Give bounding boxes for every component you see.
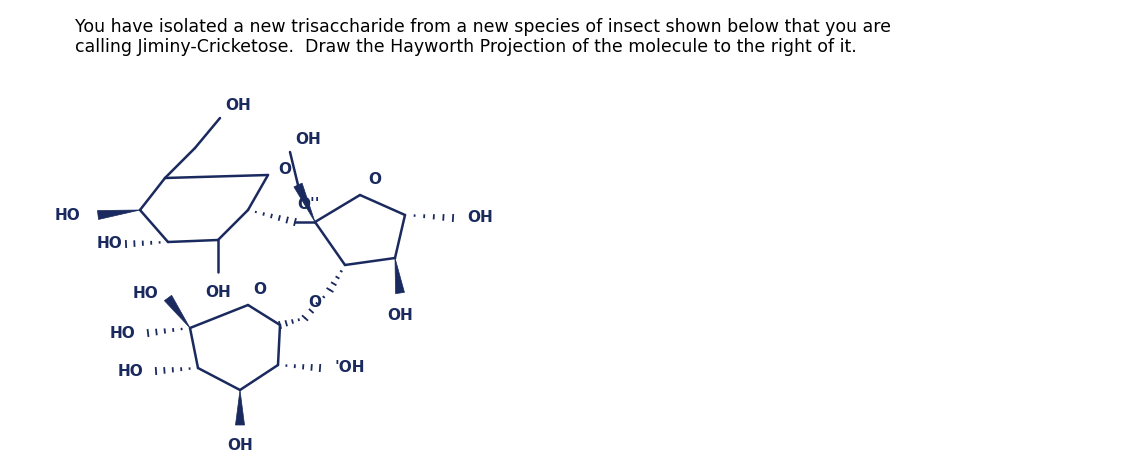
- Text: HO: HO: [96, 236, 122, 252]
- Polygon shape: [294, 183, 315, 222]
- Text: OH: OH: [467, 211, 493, 226]
- Text: OH: OH: [227, 438, 253, 453]
- Text: O: O: [278, 163, 291, 177]
- Text: OH: OH: [295, 132, 321, 147]
- Polygon shape: [395, 258, 405, 294]
- Polygon shape: [165, 295, 190, 328]
- Text: O: O: [307, 295, 321, 310]
- Text: HO: HO: [133, 285, 158, 300]
- Text: OH: OH: [225, 98, 250, 113]
- Text: calling Jiminy-Cricketose.  Draw the Hayworth Projection of the molecule to the : calling Jiminy-Cricketose. Draw the Hayw…: [75, 38, 857, 56]
- Polygon shape: [235, 390, 245, 425]
- Polygon shape: [97, 210, 139, 219]
- Text: You have isolated a new trisaccharide from a new species of insect shown below t: You have isolated a new trisaccharide fr…: [75, 18, 892, 36]
- Text: HO: HO: [110, 325, 135, 340]
- Text: O: O: [368, 172, 381, 187]
- Text: HO: HO: [118, 363, 143, 378]
- Text: O: O: [253, 282, 266, 297]
- Text: OH: OH: [387, 308, 413, 323]
- Text: 'OH: 'OH: [334, 361, 365, 375]
- Text: OH: OH: [205, 285, 231, 300]
- Text: O'': O'': [297, 197, 320, 212]
- Text: HO: HO: [54, 207, 80, 222]
